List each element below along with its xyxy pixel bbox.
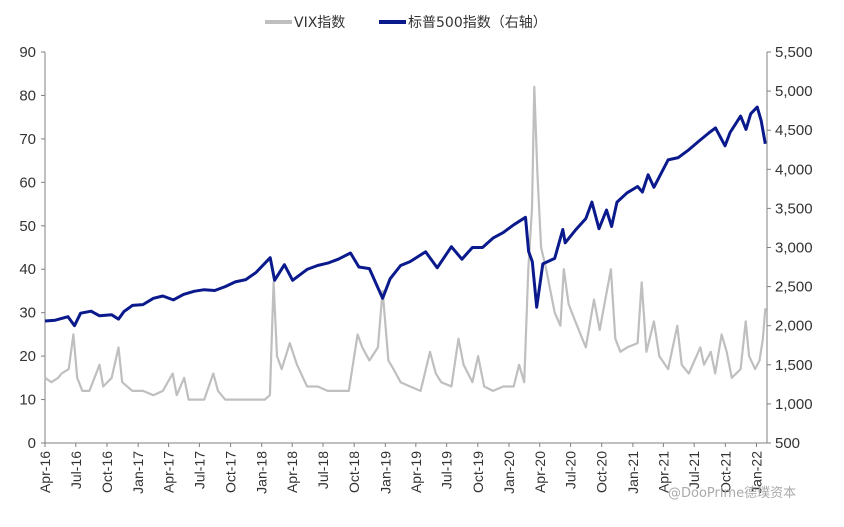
left-y-tick-label: 50 [19, 218, 36, 235]
x-tick-label: Oct-18 [346, 451, 362, 493]
x-tick-label: Apr-21 [655, 451, 671, 493]
legend-label-spx: 标普500指数（右轴） [408, 15, 547, 31]
x-tick-label: Jul-16 [68, 451, 84, 489]
x-tick-label: Oct-16 [99, 451, 115, 493]
x-tick-label: Jul-18 [315, 451, 331, 489]
right-y-tick-label: 3,000 [775, 240, 813, 257]
series-line-spx [44, 105, 767, 328]
watermark-text: @DooPrime德璞资本 [668, 486, 796, 501]
left-y-tick-label: 0 [28, 435, 36, 452]
x-tick-label: Oct-19 [470, 451, 486, 493]
left-y-tick-label: 10 [19, 392, 36, 409]
plot-area [44, 85, 767, 401]
x-tick-label: Jan-21 [625, 451, 641, 494]
left-y-tick-label: 20 [19, 348, 36, 365]
x-tick-label: Oct-17 [223, 451, 239, 493]
x-tick-label: Apr-17 [161, 451, 177, 493]
x-tick-label: Jan-17 [130, 451, 146, 494]
x-tick-label: Jan-18 [254, 451, 270, 494]
legend: VIX指数 标普500指数（右轴） [265, 15, 547, 31]
x-tick-label: Jul-17 [191, 451, 207, 489]
left-y-tick-label: 70 [19, 131, 36, 148]
x-tick-label: Oct-20 [594, 451, 610, 493]
right-y-tick-label: 4,000 [775, 161, 813, 178]
x-tick-label: Apr-20 [532, 451, 548, 493]
right-y-tick-label: 1,000 [775, 396, 813, 413]
right-y-tick-label: 2,000 [775, 318, 813, 335]
series-line-vix [44, 85, 767, 401]
x-tick-label: Apr-19 [408, 451, 424, 493]
right-y-tick-label: 5,000 [775, 83, 813, 100]
right-y-tick-label: 4,500 [775, 122, 813, 139]
right-y-tick-label: 5,500 [775, 44, 813, 61]
x-tick-label: Jan-20 [501, 451, 517, 494]
right-y-axis: 500 1,000 1,500 2,000 2,500 3,000 3,500 4,000 4,… [767, 44, 813, 452]
x-tick-label: Oct-21 [717, 451, 733, 493]
left-y-tick-label: 80 [19, 87, 36, 104]
right-y-tick-label: 2,500 [775, 279, 813, 296]
legend-label-vix: VIX指数 [294, 15, 345, 31]
right-y-tick-label: 3,500 [775, 200, 813, 217]
left-y-tick-label: 60 [19, 174, 36, 191]
x-tick-label: Jul-21 [686, 451, 702, 489]
x-axis: Apr-16 Jul-16 Oct-16 Jan-17 Apr-17 Jul-17 Oct-… [37, 443, 765, 494]
x-tick-label: Jul-20 [563, 451, 579, 489]
left-y-tick-label: 40 [19, 261, 36, 278]
x-tick-label: Jan-22 [749, 451, 765, 494]
left-y-tick-label: 90 [19, 44, 36, 61]
left-y-tick-label: 30 [19, 305, 36, 322]
x-tick-label: Jan-19 [377, 451, 393, 494]
right-y-tick-label: 500 [775, 435, 800, 452]
x-tick-label: Apr-18 [284, 451, 300, 493]
right-y-tick-label: 1,500 [775, 357, 813, 374]
x-tick-label: Apr-16 [37, 451, 53, 493]
left-y-axis: 0 10 20 30 40 50 60 70 80 90 [19, 44, 45, 452]
x-tick-label: Jul-19 [439, 451, 455, 489]
